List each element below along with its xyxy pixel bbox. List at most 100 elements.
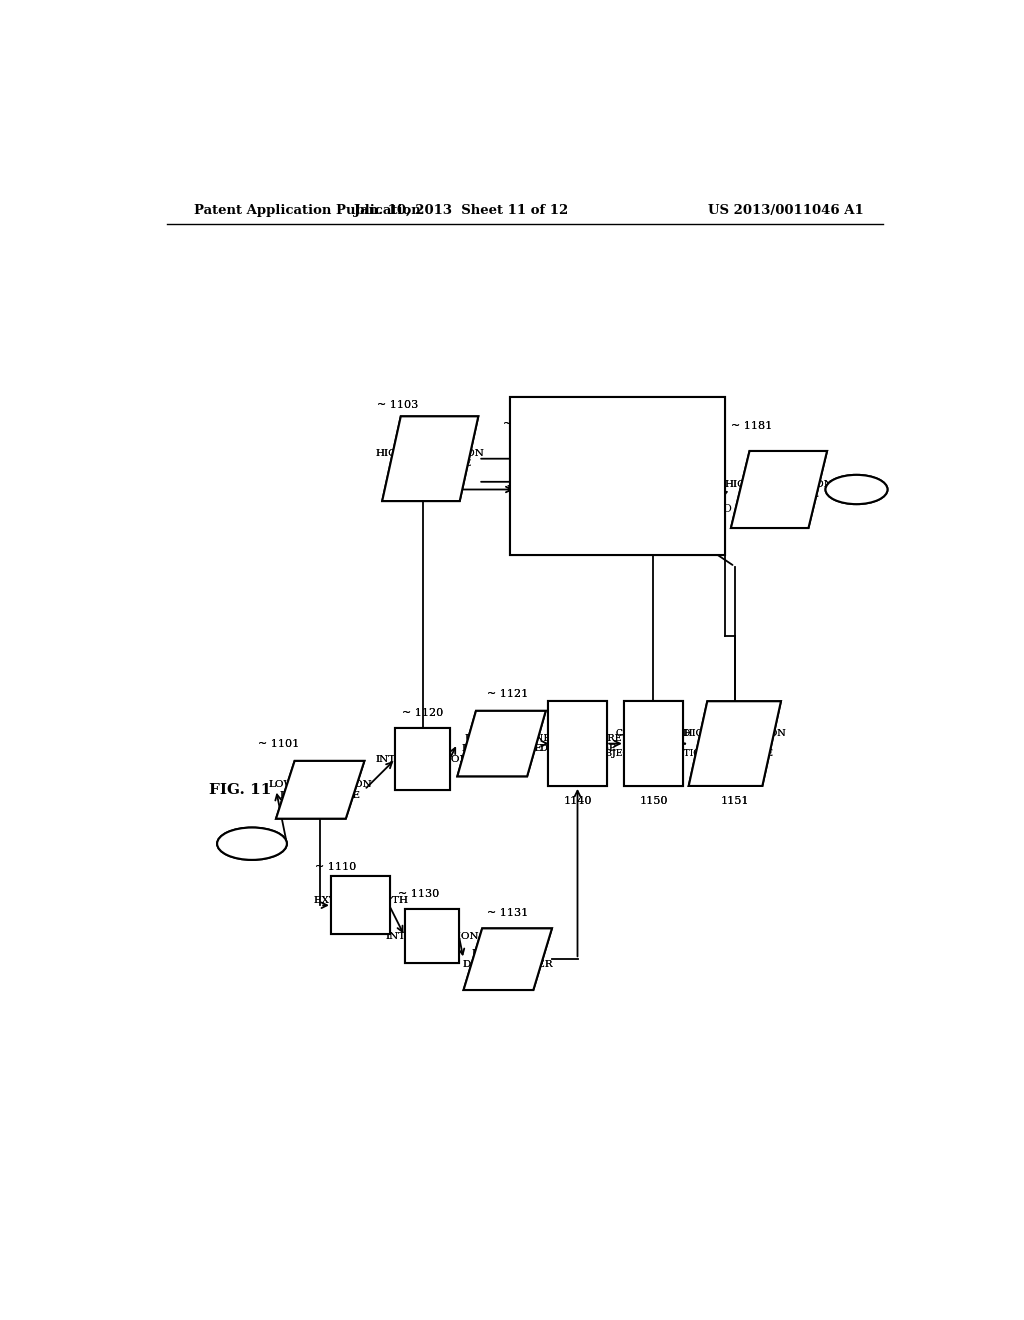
Text: ~ 1121: ~ 1121 <box>487 689 528 698</box>
Polygon shape <box>458 711 546 776</box>
Text: 1150: 1150 <box>639 796 668 807</box>
Polygon shape <box>382 416 478 502</box>
Polygon shape <box>464 928 552 990</box>
Polygon shape <box>689 701 781 785</box>
Text: US 2013/0011046 A1: US 2013/0011046 A1 <box>709 205 864 218</box>
Text: Jan. 10, 2013  Sheet 11 of 12: Jan. 10, 2013 Sheet 11 of 12 <box>354 205 568 218</box>
Text: START: START <box>229 837 274 850</box>
Text: ~ 1181: ~ 1181 <box>731 421 772 432</box>
Ellipse shape <box>825 475 888 504</box>
Text: INTERPOLATION: INTERPOLATION <box>376 755 469 763</box>
Text: ~ 1103: ~ 1103 <box>377 400 419 409</box>
Text: HIGH-RESOLUTION
DEPTH IMAGE: HIGH-RESOLUTION DEPTH IMAGE <box>725 479 834 499</box>
Text: ~ 1131: ~ 1131 <box>487 908 528 917</box>
FancyBboxPatch shape <box>404 909 459 964</box>
Text: ADJUSTING: ADJUSTING <box>567 484 632 494</box>
Text: GENERATE DISCRETE
DEPTH IMAGE: GENERATE DISCRETE DEPTH IMAGE <box>520 734 635 754</box>
Text: FILTERING: FILTERING <box>507 484 567 494</box>
Text: ~ 1121: ~ 1121 <box>487 689 528 698</box>
Text: 1150: 1150 <box>639 796 668 807</box>
Text: ~ 1130: ~ 1130 <box>398 888 439 899</box>
Text: INTERPOLATION: INTERPOLATION <box>385 932 478 941</box>
Text: INTERPOLATION: INTERPOLATION <box>376 755 469 763</box>
Ellipse shape <box>217 828 287 859</box>
FancyBboxPatch shape <box>332 876 389 935</box>
Polygon shape <box>731 451 827 528</box>
FancyBboxPatch shape <box>516 444 558 536</box>
Text: ~ 1101: ~ 1101 <box>258 739 300 748</box>
Text: ~ 1170: ~ 1170 <box>568 418 609 429</box>
FancyBboxPatch shape <box>395 729 450 789</box>
Polygon shape <box>276 760 365 818</box>
Text: INTERPOLATION: INTERPOLATION <box>385 932 478 941</box>
FancyBboxPatch shape <box>578 444 621 536</box>
Polygon shape <box>276 760 365 818</box>
Polygon shape <box>464 928 552 990</box>
Text: ~ 1103: ~ 1103 <box>377 400 419 409</box>
Text: NUMBER
OF TIMES FEEDING
BACK ≤ N?: NUMBER OF TIMES FEEDING BACK ≤ N? <box>623 482 719 512</box>
Text: ADJUSTING: ADJUSTING <box>567 484 632 494</box>
Text: UP-SAMPLED
DEPTH IMAGE: UP-SAMPLED DEPTH IMAGE <box>462 734 542 754</box>
Text: START: START <box>229 837 274 850</box>
FancyBboxPatch shape <box>625 701 683 785</box>
Polygon shape <box>458 711 546 776</box>
Text: 1180: 1180 <box>629 425 657 434</box>
Text: 1151: 1151 <box>721 796 750 807</box>
Text: HIGH-RESOLUTION
DISCRETE
DEPTH IMAGE: HIGH-RESOLUTION DISCRETE DEPTH IMAGE <box>683 729 786 759</box>
FancyBboxPatch shape <box>578 444 621 536</box>
Text: ~ 1170: ~ 1170 <box>568 418 609 429</box>
FancyBboxPatch shape <box>404 909 459 964</box>
Text: UP-SAMPLED
DEPTH BORDER: UP-SAMPLED DEPTH BORDER <box>463 949 553 969</box>
Text: ~ 1120: ~ 1120 <box>401 708 443 718</box>
FancyBboxPatch shape <box>510 397 725 554</box>
Polygon shape <box>624 447 717 548</box>
Text: END: END <box>841 483 872 496</box>
Text: NUMBER
OF TIMES FEEDING
BACK ≤ N?: NUMBER OF TIMES FEEDING BACK ≤ N? <box>623 482 719 512</box>
Text: HIGH-RESOLUTION
DISCRETE
DEPTH IMAGE: HIGH-RESOLUTION DISCRETE DEPTH IMAGE <box>683 729 786 759</box>
Text: EXTRACT DEPTH
BORDER: EXTRACT DEPTH BORDER <box>313 895 408 915</box>
Ellipse shape <box>217 828 287 859</box>
Text: ~ 1181: ~ 1181 <box>731 421 772 432</box>
Text: ~ 1160: ~ 1160 <box>503 418 544 429</box>
Text: 1140: 1140 <box>563 796 592 807</box>
Polygon shape <box>624 447 717 548</box>
Text: ~ 1101: ~ 1101 <box>258 739 300 748</box>
Text: 1180: 1180 <box>629 425 657 434</box>
Text: ~ 1120: ~ 1120 <box>401 708 443 718</box>
FancyBboxPatch shape <box>516 444 558 536</box>
FancyBboxPatch shape <box>625 701 683 785</box>
Text: NO: NO <box>714 504 732 513</box>
Text: ~ 1131: ~ 1131 <box>487 908 528 917</box>
Text: HIGH-RESOLUTION
DEPTH IMAGE: HIGH-RESOLUTION DEPTH IMAGE <box>725 479 834 499</box>
FancyBboxPatch shape <box>549 701 606 785</box>
Text: LOW-RESOLUTION
DEPTH IMAGE: LOW-RESOLUTION DEPTH IMAGE <box>268 780 372 800</box>
Text: YES: YES <box>675 432 697 442</box>
Text: COMPUTE AND
OPTIMIZE
OBJECTIVE FUNCTION: COMPUTE AND OPTIMIZE OBJECTIVE FUNCTION <box>598 729 709 759</box>
Text: EXTRACT DEPTH
BORDER: EXTRACT DEPTH BORDER <box>313 895 408 915</box>
FancyBboxPatch shape <box>549 701 606 785</box>
Polygon shape <box>382 416 478 502</box>
Text: HIGH-RESOLUTION
COLOR IMAGE: HIGH-RESOLUTION COLOR IMAGE <box>376 449 484 469</box>
FancyBboxPatch shape <box>332 876 389 935</box>
Text: ~ 1130: ~ 1130 <box>398 888 439 899</box>
Text: ~ 1160: ~ 1160 <box>503 418 544 429</box>
FancyBboxPatch shape <box>395 729 450 789</box>
Text: END: END <box>841 483 872 496</box>
Text: LOW-RESOLUTION
DEPTH IMAGE: LOW-RESOLUTION DEPTH IMAGE <box>268 780 372 800</box>
Text: 1140: 1140 <box>563 796 592 807</box>
Text: GENERATE DISCRETE
DEPTH IMAGE: GENERATE DISCRETE DEPTH IMAGE <box>520 734 635 754</box>
Text: 1151: 1151 <box>721 796 750 807</box>
Text: ~ 1110: ~ 1110 <box>315 862 356 871</box>
Polygon shape <box>689 701 781 785</box>
Text: FIG. 11: FIG. 11 <box>209 783 271 797</box>
Text: HIGH-RESOLUTION
COLOR IMAGE: HIGH-RESOLUTION COLOR IMAGE <box>376 449 484 469</box>
Text: FILTERING: FILTERING <box>507 484 567 494</box>
FancyBboxPatch shape <box>510 397 725 554</box>
Text: COMPUTE AND
OPTIMIZE
OBJECTIVE FUNCTION: COMPUTE AND OPTIMIZE OBJECTIVE FUNCTION <box>598 729 709 759</box>
Text: ~ 1110: ~ 1110 <box>315 862 356 871</box>
Text: UP-SAMPLED
DEPTH IMAGE: UP-SAMPLED DEPTH IMAGE <box>462 734 542 754</box>
Text: Patent Application Publication: Patent Application Publication <box>194 205 421 218</box>
Polygon shape <box>731 451 827 528</box>
Ellipse shape <box>825 475 888 504</box>
Text: UP-SAMPLED
DEPTH BORDER: UP-SAMPLED DEPTH BORDER <box>463 949 553 969</box>
